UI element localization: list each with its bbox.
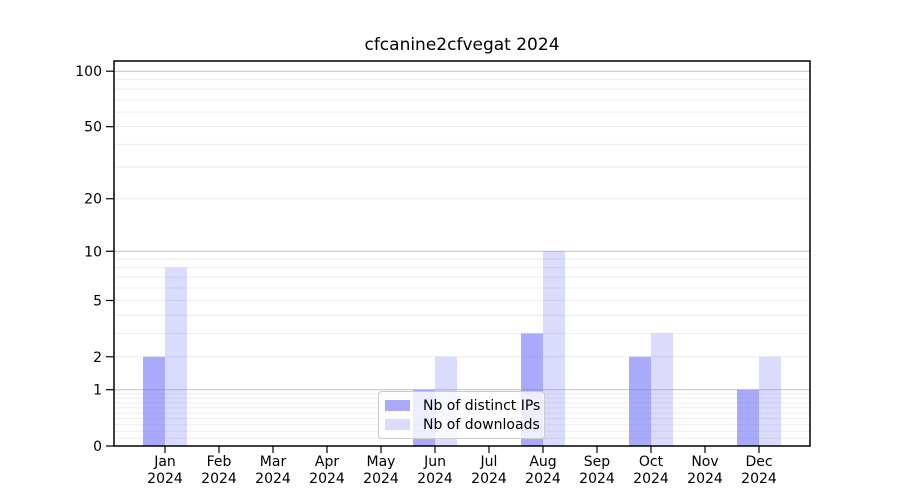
x-tick-year: 2024 bbox=[525, 471, 561, 487]
x-tick-label: Dec bbox=[745, 454, 772, 470]
legend: Nb of distinct IPs Nb of downloads bbox=[378, 391, 545, 439]
legend-row-downloads: Nb of downloads bbox=[385, 415, 540, 434]
x-tick-year: 2024 bbox=[147, 471, 183, 487]
x-tick-year: 2024 bbox=[579, 471, 615, 487]
x-tick-label: Mar bbox=[260, 454, 287, 470]
bar-distinct-ips bbox=[143, 356, 165, 446]
x-tick-year: 2024 bbox=[741, 471, 777, 487]
chart-title: cfcanine2cfvegat 2024 bbox=[364, 35, 560, 55]
x-tick-year: 2024 bbox=[687, 471, 723, 487]
x-tick-year: 2024 bbox=[417, 471, 453, 487]
bar-downloads bbox=[759, 356, 781, 446]
y-tick-label: 100 bbox=[75, 64, 102, 80]
legend-row-distinct-ips: Nb of distinct IPs bbox=[385, 396, 540, 415]
legend-label-distinct-ips: Nb of distinct IPs bbox=[423, 397, 541, 414]
legend-swatch-distinct-ips bbox=[385, 400, 410, 411]
x-tick-label: Jan bbox=[153, 454, 176, 470]
x-tick-label: Feb bbox=[207, 454, 232, 470]
x-tick-label: Jun bbox=[423, 454, 446, 470]
bar-distinct-ips bbox=[629, 356, 651, 446]
y-tick-label: 0 bbox=[93, 439, 102, 455]
plot-border bbox=[113, 60, 811, 447]
legend-swatch-downloads bbox=[385, 419, 410, 430]
x-tick-label: May bbox=[367, 454, 396, 470]
bar-distinct-ips bbox=[737, 389, 759, 446]
x-tick-year: 2024 bbox=[201, 471, 237, 487]
legend-label-downloads: Nb of downloads bbox=[423, 416, 540, 433]
x-tick-label: Jul bbox=[480, 454, 498, 470]
x-tick-label: Apr bbox=[315, 454, 339, 470]
y-tick-label: 1 bbox=[93, 383, 102, 399]
x-tick-year: 2024 bbox=[633, 471, 669, 487]
x-tick-year: 2024 bbox=[363, 471, 399, 487]
x-tick-label: Oct bbox=[639, 454, 664, 470]
x-tick-label: Nov bbox=[691, 454, 718, 470]
x-tick-year: 2024 bbox=[471, 471, 507, 487]
x-tick-year: 2024 bbox=[309, 471, 345, 487]
y-tick-label: 5 bbox=[93, 293, 102, 309]
y-tick-label: 50 bbox=[84, 120, 102, 136]
x-tick-year: 2024 bbox=[255, 471, 291, 487]
y-tick-label: 2 bbox=[93, 350, 102, 366]
y-tick-label: 10 bbox=[84, 244, 102, 260]
x-tick-label: Aug bbox=[529, 454, 556, 470]
x-tick-label: Sep bbox=[584, 454, 611, 470]
bar-downloads bbox=[651, 333, 673, 446]
y-tick-label: 20 bbox=[84, 192, 102, 208]
bar-downloads bbox=[543, 251, 565, 446]
bar-downloads bbox=[165, 267, 187, 446]
